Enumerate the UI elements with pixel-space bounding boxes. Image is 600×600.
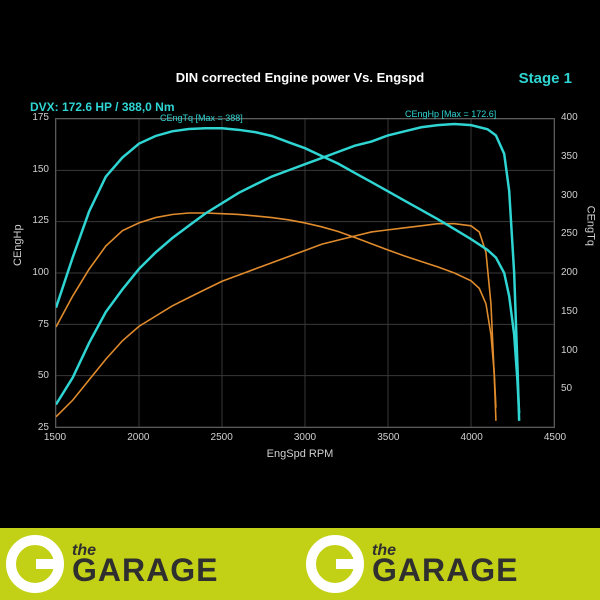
- y-axis-left-label: CEngHp: [12, 224, 24, 266]
- tick-label: 50: [561, 383, 572, 394]
- annotation-torque-max: CEngTq [Max = 388]: [160, 113, 243, 123]
- footer-garage: GARAGE: [72, 552, 218, 588]
- footer-garage: GARAGE: [372, 552, 518, 588]
- tick-label: 2500: [211, 432, 233, 443]
- tick-label: 200: [561, 267, 578, 278]
- footer-logo-unit: the GARAGE: [300, 528, 600, 600]
- dvx-readout: DVX: 172.6 HP / 388,0 Nm: [30, 100, 175, 114]
- annotation-hp-max: CEngHp [Max = 172.6]: [405, 109, 496, 119]
- tick-label: 150: [561, 306, 578, 317]
- tick-label: 100: [32, 267, 49, 278]
- tick-label: 300: [561, 190, 578, 201]
- stage-label: Stage 1: [519, 70, 572, 87]
- tick-label: 150: [32, 164, 49, 175]
- x-axis-label: EngSpd RPM: [0, 448, 600, 460]
- tick-label: 4500: [544, 432, 566, 443]
- tick-label: 350: [561, 151, 578, 162]
- footer-logo-unit: the GARAGE: [0, 528, 300, 600]
- tick-label: 25: [38, 422, 49, 433]
- tick-label: 125: [32, 215, 49, 226]
- tick-label: 2000: [127, 432, 149, 443]
- tick-label: 100: [561, 345, 578, 356]
- series-group: [56, 124, 519, 421]
- tick-label: 3500: [377, 432, 399, 443]
- tick-label: 50: [38, 370, 49, 381]
- dyno-plot: [55, 118, 555, 428]
- tick-label: 250: [561, 228, 578, 239]
- footer-logo-bar: the GARAGE the GARAGE: [0, 528, 600, 600]
- g-icon: [6, 535, 64, 593]
- y-axis-right-label: CEngTq: [584, 206, 596, 246]
- tick-label: 75: [38, 319, 49, 330]
- tick-label: 400: [561, 112, 578, 123]
- tick-label: 4000: [461, 432, 483, 443]
- tick-label: 3000: [294, 432, 316, 443]
- tick-label: 1500: [44, 432, 66, 443]
- series-tuned_hp: [56, 124, 519, 421]
- series-stock_hp: [56, 224, 496, 421]
- series-stock_tq: [56, 213, 496, 408]
- tick-label: 175: [32, 112, 49, 123]
- g-icon: [306, 535, 364, 593]
- chart-title: DIN corrected Engine power Vs. Engspd: [0, 70, 600, 85]
